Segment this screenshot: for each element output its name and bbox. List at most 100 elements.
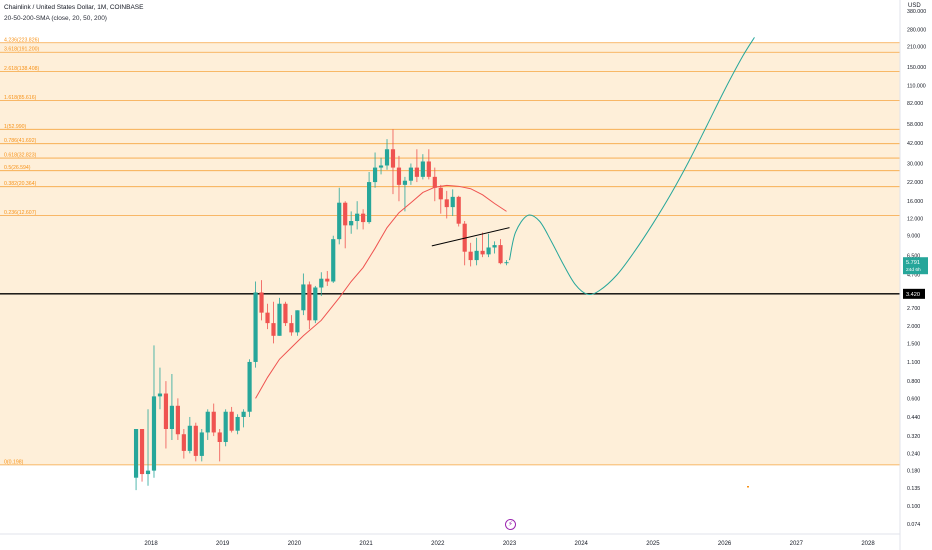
price-tick-label: 30.000 — [907, 161, 923, 167]
current-price-badge — [903, 257, 928, 275]
candle-body — [241, 411, 246, 417]
time-tick-label: 2018 — [144, 541, 158, 547]
candle-body — [289, 323, 294, 333]
candle-body — [438, 187, 443, 200]
candle — [432, 167, 437, 202]
candle-body — [498, 245, 503, 264]
candle — [307, 281, 312, 330]
indicator-legend[interactable]: 20-50-200-SMA (close, 20, 50, 200) — [4, 15, 107, 22]
candle — [295, 310, 300, 336]
price-tick-label: 0.135 — [907, 486, 920, 492]
countdown-label: 24d 6h — [906, 267, 921, 273]
candles-group — [133, 129, 509, 491]
candle — [235, 414, 240, 435]
candle — [133, 429, 139, 491]
fib-fill-group — [0, 42, 900, 465]
fib-fill — [0, 42, 900, 465]
price-tick-label: 16.000 — [907, 199, 923, 205]
candle-body — [456, 196, 461, 224]
price-tick-label: 82.000 — [907, 101, 923, 107]
support-price-badge — [903, 288, 925, 299]
price-tick-label: 150.000 — [907, 65, 926, 71]
fib-lines-group — [0, 42, 900, 466]
candle-body — [366, 182, 372, 223]
price-tick-label: 42.000 — [907, 141, 923, 147]
candle — [438, 184, 443, 214]
candle — [217, 429, 222, 462]
candle — [372, 152, 378, 188]
sma-line — [255, 184, 507, 399]
candle-body — [432, 176, 437, 188]
candle-body — [259, 292, 264, 313]
candle-body — [301, 284, 306, 311]
price-tick-label: 4.700 — [907, 273, 920, 279]
candle-body — [205, 411, 210, 433]
candle — [193, 422, 198, 462]
candle — [151, 345, 157, 478]
candle-body — [139, 429, 145, 475]
price-axis[interactable]: 380.000 280.000 210.000 150.000 110.000 82.00… — [907, 9, 926, 528]
price-tick-label: 0.240 — [907, 451, 920, 457]
candle — [426, 149, 431, 180]
price-tick-label: 280.000 — [907, 27, 926, 33]
fib-label: 1.618(85.616) — [4, 95, 37, 101]
time-tick-label: 2019 — [216, 541, 230, 547]
candle — [492, 241, 497, 254]
candle-body — [492, 245, 497, 248]
candle-body — [355, 213, 360, 222]
price-tick-label: 1.100 — [907, 360, 920, 366]
candle — [253, 281, 258, 368]
candle — [313, 285, 318, 324]
price-tick-label: 380.000 — [907, 9, 926, 15]
candle — [366, 172, 372, 224]
candle — [378, 157, 384, 175]
candle — [169, 373, 175, 440]
lightning-icon[interactable]: ⚡ — [505, 519, 516, 530]
price-tick-label: 0.800 — [907, 379, 920, 385]
price-tick-label: 2.700 — [907, 306, 920, 312]
currency-label[interactable]: USD — [908, 3, 921, 9]
time-tick-label: 2024 — [575, 541, 589, 547]
candle — [199, 429, 204, 462]
candle-body — [295, 310, 300, 333]
candle-body — [187, 425, 192, 451]
sma-group — [255, 184, 507, 399]
candle-body — [444, 199, 449, 208]
candle — [361, 209, 366, 230]
candle — [271, 301, 276, 344]
trend-line[interactable] — [431, 227, 510, 247]
candle — [468, 242, 473, 267]
candle — [474, 237, 479, 266]
candle-body — [169, 405, 175, 430]
candle — [390, 129, 396, 195]
fib-label: 0.236(12.607) — [4, 210, 37, 216]
candle — [247, 359, 252, 417]
time-tick-label: 2026 — [718, 541, 732, 547]
candle-body — [474, 250, 479, 261]
candle — [157, 367, 163, 410]
time-tick-label: 2028 — [861, 541, 875, 547]
candle-body — [247, 361, 252, 412]
projection-path[interactable] — [509, 37, 755, 296]
fib-label: 3.618(191.200) — [4, 47, 39, 53]
candle — [355, 201, 360, 230]
projection-group[interactable] — [509, 37, 755, 488]
candle — [384, 139, 390, 170]
candle-body — [420, 161, 425, 177]
candle — [456, 195, 461, 227]
time-axis[interactable]: 2018 2019 2020 2021 2022 2023 2024 2025 2026 2027… — [144, 541, 875, 547]
candle — [163, 381, 169, 449]
current-price-label: 5.791 — [906, 260, 920, 266]
price-tick-label: 6.500 — [907, 253, 920, 259]
candle — [498, 239, 503, 265]
candle-body — [181, 434, 186, 451]
candle-body — [271, 323, 276, 336]
candle-body — [217, 432, 222, 442]
candle — [265, 303, 270, 330]
candle — [187, 416, 192, 454]
candle-body — [157, 393, 163, 397]
candle-body — [193, 425, 198, 456]
candle — [480, 232, 485, 258]
trendline-group[interactable] — [431, 227, 510, 247]
